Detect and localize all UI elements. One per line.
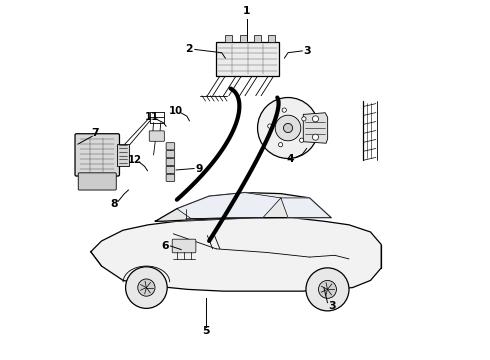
Circle shape [258, 98, 318, 158]
Text: 1: 1 [243, 6, 250, 16]
Circle shape [278, 143, 283, 147]
Text: 2: 2 [185, 45, 193, 54]
FancyBboxPatch shape [78, 173, 116, 190]
Polygon shape [281, 198, 331, 218]
Circle shape [306, 268, 349, 311]
Text: 10: 10 [169, 106, 183, 116]
Circle shape [125, 267, 167, 309]
Polygon shape [177, 193, 281, 219]
FancyBboxPatch shape [166, 174, 175, 181]
Text: 3: 3 [303, 46, 311, 56]
FancyBboxPatch shape [269, 36, 275, 42]
Circle shape [268, 124, 272, 128]
Polygon shape [303, 113, 328, 143]
FancyBboxPatch shape [172, 239, 196, 253]
Text: 12: 12 [127, 155, 142, 165]
FancyBboxPatch shape [166, 143, 175, 150]
Circle shape [282, 108, 286, 112]
Text: 4: 4 [286, 154, 294, 164]
FancyBboxPatch shape [75, 134, 120, 176]
FancyBboxPatch shape [117, 144, 129, 166]
Text: 9: 9 [196, 163, 203, 174]
FancyBboxPatch shape [240, 36, 247, 42]
FancyBboxPatch shape [166, 150, 175, 158]
Text: 3: 3 [328, 301, 336, 311]
Polygon shape [91, 218, 381, 291]
Circle shape [302, 117, 306, 121]
Text: 5: 5 [202, 326, 210, 336]
FancyBboxPatch shape [166, 158, 175, 166]
FancyBboxPatch shape [225, 36, 232, 42]
Text: 11: 11 [145, 112, 159, 122]
Text: 8: 8 [110, 199, 118, 209]
Circle shape [299, 138, 304, 142]
Circle shape [313, 134, 318, 140]
Circle shape [275, 115, 301, 141]
Text: 7: 7 [91, 128, 99, 138]
FancyBboxPatch shape [149, 131, 164, 141]
Circle shape [283, 123, 293, 132]
FancyBboxPatch shape [254, 36, 261, 42]
Circle shape [313, 116, 318, 122]
Circle shape [318, 280, 337, 298]
Polygon shape [155, 193, 331, 221]
FancyBboxPatch shape [216, 42, 279, 76]
FancyBboxPatch shape [166, 166, 175, 174]
Text: 6: 6 [162, 241, 169, 251]
Circle shape [138, 279, 155, 296]
